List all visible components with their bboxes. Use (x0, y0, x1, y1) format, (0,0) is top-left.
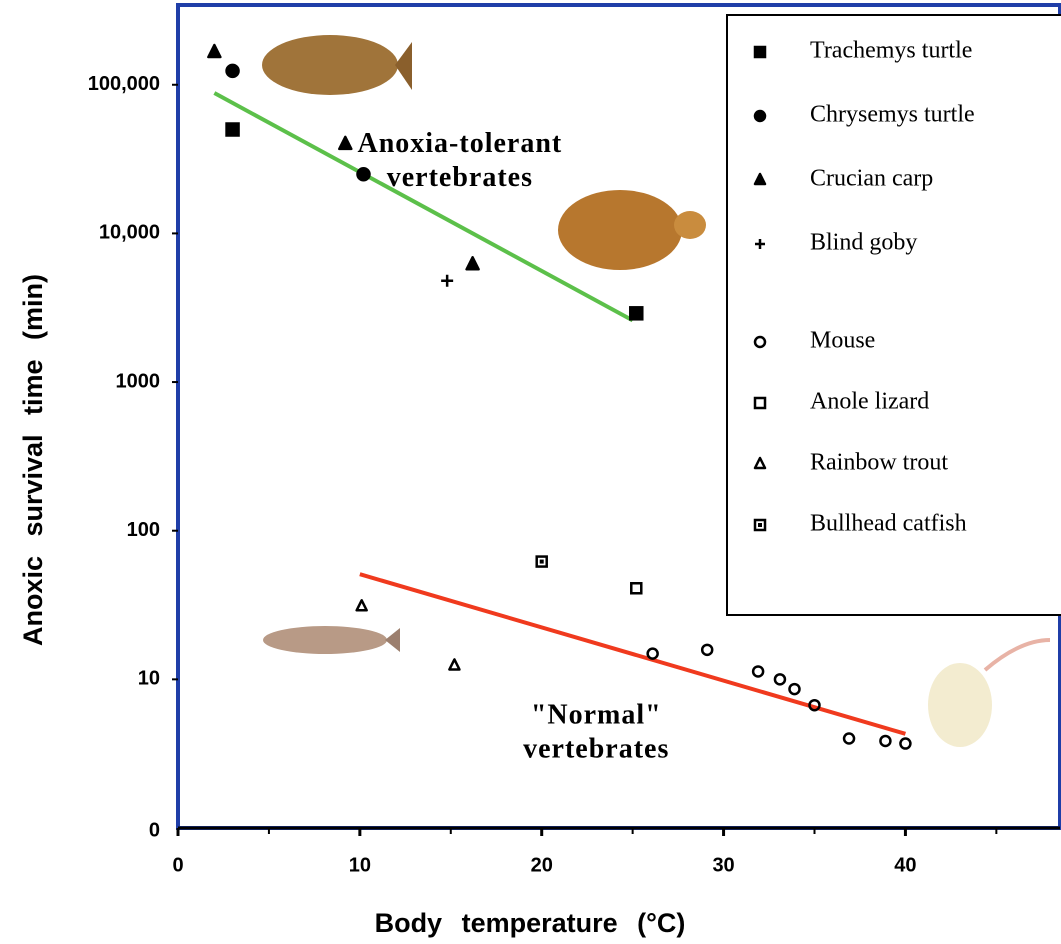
annotation: vertebrates (523, 733, 669, 764)
marker-circle (357, 168, 369, 180)
annotation: vertebrates (387, 162, 533, 193)
legend-label: Bullhead catfish (810, 511, 967, 537)
x-axis-title: Body temperature (°C) (375, 908, 686, 938)
x-tick-label: 10 (349, 854, 371, 876)
annotation: "Normal" (531, 699, 662, 730)
legend-label: Trachemys turtle (810, 38, 972, 64)
x-tick-label: 0 (172, 854, 183, 876)
legend-label: Blind goby (810, 230, 917, 256)
marker-triangle (467, 257, 479, 269)
legend-label: Anole lizard (810, 389, 929, 415)
marker-plus (441, 275, 453, 287)
marker-dotted-square (537, 557, 547, 567)
legend-label: Rainbow trout (810, 450, 948, 476)
x-tick-label: 30 (712, 854, 734, 876)
marker-circle (753, 666, 763, 676)
marker-circle (702, 645, 712, 655)
marker-circle (227, 65, 239, 77)
marker-square (227, 124, 239, 136)
x-tick-label: 40 (894, 854, 916, 876)
y-tick-label: 1000 (116, 370, 161, 392)
marker-circle (755, 111, 765, 121)
marker-circle (775, 674, 785, 684)
marker-square (755, 47, 765, 57)
marker-circle (789, 684, 799, 694)
marker-dot (758, 523, 762, 527)
marker-circle (900, 739, 910, 749)
marker-square (631, 583, 641, 593)
y-tick-label: 100,000 (88, 73, 160, 95)
y-tick-label: 100 (127, 519, 160, 541)
fish-tail (395, 42, 412, 90)
x-tick-label: 20 (531, 854, 553, 876)
marker-circle (648, 649, 658, 659)
turtle-illustration (558, 190, 682, 270)
marker-circle (880, 736, 890, 746)
turtle-head (674, 211, 706, 239)
annotation: Anoxia-tolerant (357, 128, 562, 159)
marker-triangle (449, 659, 459, 669)
legend-label: Chrysemys turtle (810, 102, 975, 128)
chart: Body temperature (°C) Anoxic survival ti… (0, 0, 1061, 944)
marker-triangle (208, 45, 220, 57)
trout-tail (385, 628, 400, 652)
page: {"chart_data": { "type": "scatter", "y_l… (0, 0, 1061, 944)
marker-circle (844, 734, 854, 744)
origin-label: 0 (149, 819, 160, 841)
y-tick-label: 10,000 (99, 222, 160, 244)
legend-label: Crucian carp (810, 166, 933, 192)
legend-label: Mouse (810, 328, 875, 354)
marker-dot (540, 560, 544, 564)
y-axis-title: Anoxic survival time (min) (18, 274, 48, 646)
marker-triangle (339, 137, 351, 149)
mouse-illustration (928, 663, 992, 747)
y-tick-label: 10 (138, 668, 160, 690)
mouse-tail (985, 640, 1050, 670)
marker-triangle (357, 600, 367, 610)
marker-square (630, 307, 642, 319)
fish-illustration (262, 35, 398, 95)
trout-illustration (263, 626, 387, 654)
